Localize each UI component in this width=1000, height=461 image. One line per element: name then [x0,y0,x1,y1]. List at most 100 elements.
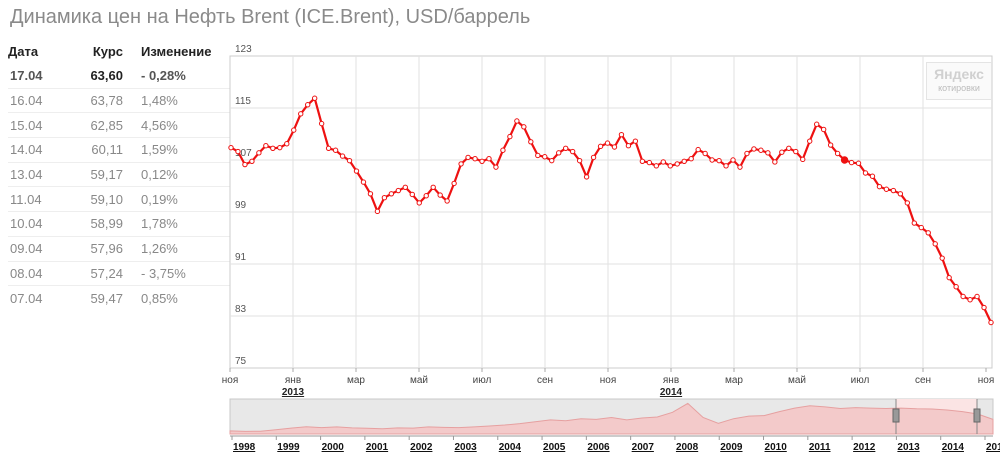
rate-cell-date: 07.04 [8,285,68,310]
data-point [827,142,834,148]
x-tick-label: мар [347,375,365,386]
data-point [813,121,820,127]
y-tick-label: 99 [235,200,247,211]
x-tick-label: сен [537,375,553,386]
data-point [974,293,980,300]
data-point [507,133,513,140]
data-point [688,156,694,162]
data-point [800,156,806,163]
y-tick-label: 83 [235,304,247,315]
data-point [528,139,534,145]
data-point [925,230,931,236]
x-tick-label: май [410,375,428,386]
data-point [967,297,973,303]
data-point [855,160,862,166]
rate-cell-date: 13.04 [8,161,68,187]
rates-table-row: 13.04 59,17 0,12% [8,161,236,187]
x-tick-label: июл [851,375,870,386]
navigator-year-label: 2003 [454,442,477,453]
y-tick-label: 107 [235,148,252,159]
x-tick-label: май [788,375,806,386]
rate-cell-change: 0,85% [123,285,236,310]
data-point [402,184,409,191]
navigator-year-label: 2009 [720,442,743,453]
data-point [437,192,443,198]
data-point [416,200,422,206]
data-point [465,154,471,161]
rate-cell-rate: 59,17 [68,161,123,187]
rate-cell-date: 16.04 [8,87,68,113]
data-point [332,147,339,153]
rate-cell-date: 09.04 [8,235,68,261]
data-point [583,174,590,180]
data-point [576,157,583,164]
data-point [988,319,994,326]
rate-cell-change: 1,48% [123,87,236,113]
data-point [674,161,680,167]
rates-table-row: 07.04 59,47 0,85% [8,285,236,310]
header-date: Дата [8,43,39,59]
navigator-year-label: 2006 [587,442,610,453]
rate-cell-change: 4,56% [123,112,236,138]
data-point [730,157,736,163]
data-point [367,191,374,197]
rate-cell-change: 1,26% [123,235,236,261]
data-point [918,224,924,231]
data-point [695,146,701,153]
data-point [235,148,241,155]
data-point [716,157,722,164]
x-tick-label: янв [663,375,679,386]
rates-table-row: 09.04 57,96 1,26% [8,235,236,261]
header-rate: Курс [92,43,123,59]
data-point [514,118,520,124]
rate-cell-change: - 0,28% [141,68,186,84]
data-point [758,147,764,153]
data-point [409,191,415,198]
navigator-year-label: 2015 [986,442,1000,453]
rate-cell-change: 1,78% [123,211,236,237]
x-tick-label: ноя [978,375,995,386]
data-point [946,274,952,281]
navigator-year-label: 2010 [765,442,788,453]
data-point [611,144,618,150]
data-point [535,152,541,159]
data-point [737,164,743,170]
rate-cell-change: 1,59% [123,137,236,163]
navigator-right-handle [973,408,981,423]
data-point [660,159,666,165]
data-point [430,184,436,191]
data-point [277,144,283,151]
rate-cell-rate: 63,60 [90,68,123,84]
data-point [765,150,771,156]
data-point [444,198,450,204]
data-point [869,173,876,179]
data-point [702,150,708,157]
data-point [834,150,841,157]
data-point [562,145,569,152]
data-point [744,150,750,157]
y-tick-label: 75 [235,356,247,367]
rate-cell-rate: 62,85 [68,112,123,138]
data-point [911,220,918,226]
data-point [939,255,945,261]
rate-cell-change: - 3,75% [123,260,236,286]
data-point [618,131,625,138]
data-point [723,163,729,169]
rates-table-row: 17.04 63,60 - 0,28% [8,64,236,88]
data-point [256,150,262,156]
rate-cell-change: 0,12% [123,161,236,187]
data-point [346,157,353,164]
rate-cell-change: 0,19% [123,186,236,212]
x-tick-label: сен [915,375,931,386]
data-point [270,145,276,152]
data-point [597,143,604,150]
x-tick-label: ноя [600,375,617,386]
rate-cell-date: 14.04 [8,137,68,163]
data-point [451,180,457,187]
navigator-year-label: 2008 [676,442,699,453]
rate-cell-rate: 57,24 [68,260,123,286]
data-point [242,161,248,168]
data-point [304,102,311,108]
data-point [667,163,673,169]
data-point [263,143,269,149]
